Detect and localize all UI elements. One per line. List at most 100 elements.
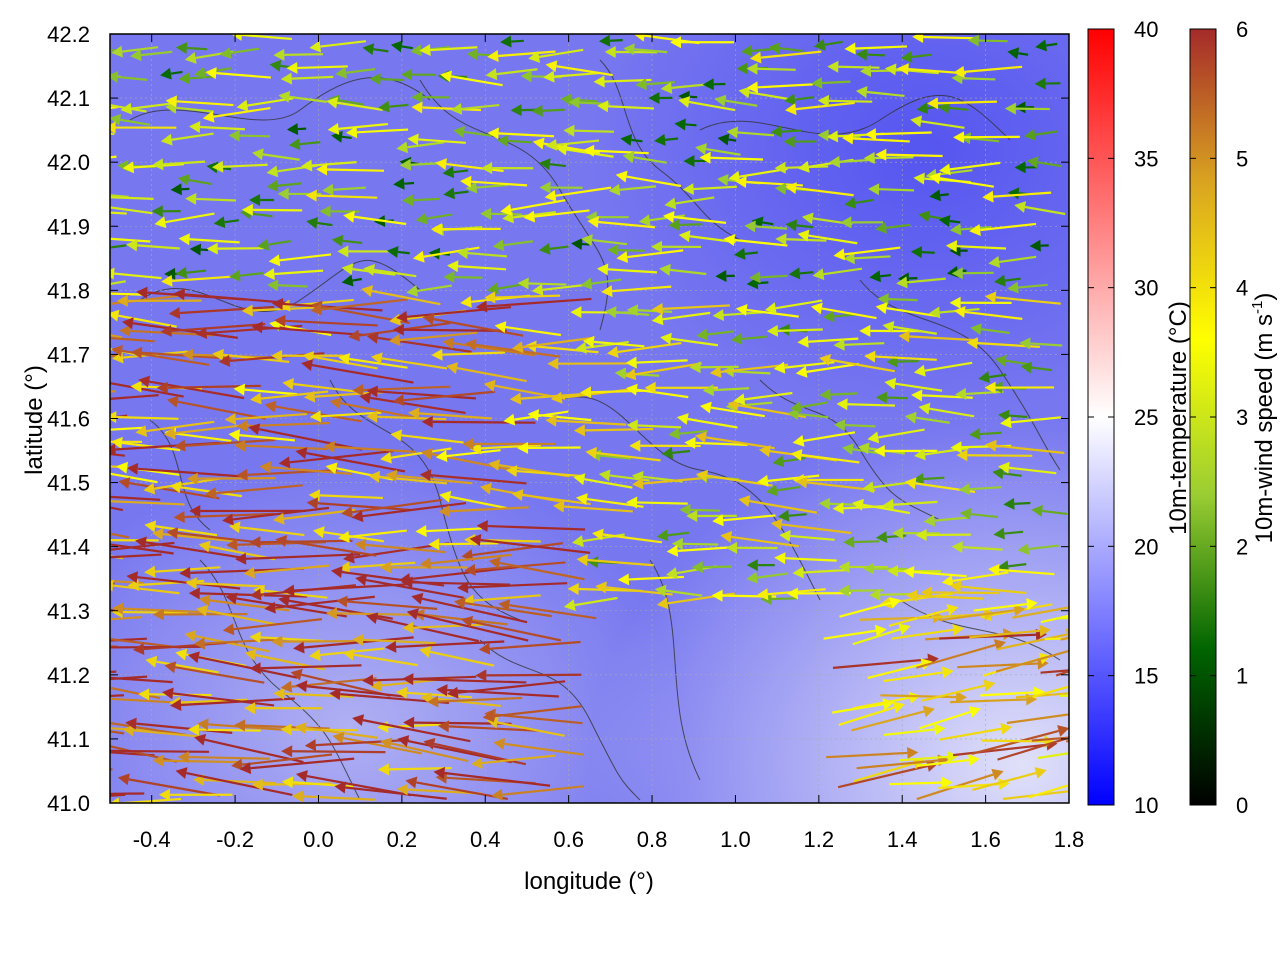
wind-vector-head [178,233,190,246]
wind-vector [264,595,375,614]
wind-vector [877,293,918,306]
y-tick-label: 41.8 [47,278,90,303]
wind-vector [863,152,914,165]
wind-vector-head [120,102,133,115]
wind-vector [768,42,803,55]
wind-vector-shaft [609,39,623,42]
wind-vector [738,495,818,514]
wind-vector-shaft [1032,685,1069,698]
wind-vector-shaft [952,571,1009,583]
wind-vector-shaft [417,613,529,642]
wind-vector-head [682,183,694,196]
wind-vector [1028,783,1069,799]
wind-vector-shaft [556,65,613,77]
wind-vector-shaft [480,443,542,450]
wind-vector [993,527,1024,540]
wind-vector [696,469,773,487]
wind-vector-head [585,447,597,459]
wind-vector-shaft [1015,692,1069,699]
wind-vector [334,781,447,800]
wind-vector [110,309,177,328]
wind-vector-shaft [980,691,1035,697]
wind-vector-shaft [188,755,270,760]
wind-vector-head [461,549,474,562]
wind-vector-head [702,78,714,91]
wind-vector-head [875,302,888,315]
wind-vector [177,174,213,186]
wind-vector-shaft [299,141,321,146]
wind-vector-shaft [493,705,582,718]
wind-vector [984,291,1061,305]
wind-vector [152,158,206,171]
wind-vector [345,126,409,139]
wind-vector [864,128,932,141]
wind-vector-head [309,40,322,53]
wind-vector-head [838,560,850,573]
wind-vector [744,220,788,233]
wind-vector [875,148,943,161]
wind-vector [702,78,726,91]
wind-vector [812,267,863,281]
wind-vector [309,40,367,53]
wind-vector-shaft [110,280,126,286]
wind-vector-shaft [635,362,702,376]
wind-vector-shaft [626,175,682,188]
wind-vector [117,773,221,797]
wind-vector-head [160,324,172,337]
wind-vector [598,469,650,482]
wind-vector-shaft [432,420,536,424]
wind-vector-head [766,324,779,337]
wind-vector [651,311,711,326]
wind-vector-shaft [252,208,303,212]
wind-vector [819,388,858,401]
wind-vector-shaft [495,713,583,725]
wind-vector [945,240,1007,253]
wind-vector [249,536,353,549]
wind-vector-head [797,335,809,348]
wind-vector-shaft [362,719,471,743]
wind-vector-shaft [376,617,480,643]
wind-vector-head [576,493,588,506]
wind-vector-head [419,44,431,57]
wind-vector-head [1003,497,1015,510]
wind-vector-head [156,381,168,394]
wind-vector-head [864,128,877,141]
wind-vector-head [396,783,409,796]
wind-vector-shaft [292,750,386,754]
wind-vector [161,274,232,287]
wind-vector-head [505,465,518,478]
wind-vector-head [1014,201,1027,213]
wind-vector [341,498,443,519]
wind-vector-head [826,130,839,143]
wind-vector-head [862,481,875,494]
wind-vector-head [905,589,918,602]
wind-vector [523,209,590,223]
wind-vector-shaft [725,99,758,107]
wind-vector-shaft [600,454,631,460]
wind-vector [664,196,715,210]
wind-vector-head [163,427,176,440]
colorbar-tick-label: 35 [1134,146,1158,171]
wind-vector-shaft [294,583,407,592]
wind-vector-head [790,401,803,413]
wind-vector-head [415,525,427,538]
wind-vector-shaft [602,533,663,544]
wind-vector-head [728,170,741,183]
wind-vector [292,790,377,803]
wind-vector-head [363,264,375,276]
wind-vector-shaft [821,307,877,320]
wind-vector-head [338,561,351,574]
wind-vector [143,477,221,495]
wind-vector-head [325,607,338,620]
wind-vector [678,96,736,112]
wind-vector-head [1024,128,1036,141]
wind-vector-head [797,160,810,173]
wind-vector-shaft [556,419,627,426]
wind-vector-head [953,306,966,318]
wind-vector-shaft [122,610,189,614]
wind-vector-head [293,641,305,654]
wind-vector-head [1013,604,1026,617]
wind-vector [797,229,858,245]
wind-vector-head [111,344,123,357]
